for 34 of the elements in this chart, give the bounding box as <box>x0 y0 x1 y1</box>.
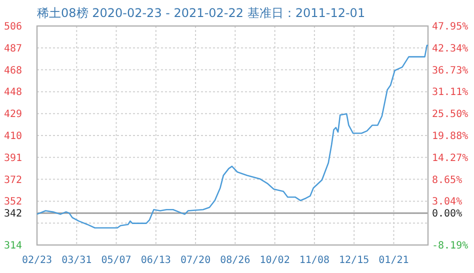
x-tick-label: 07/20 <box>180 255 211 266</box>
y-tick-label: 352 <box>4 196 22 208</box>
y-tick-label: 372 <box>4 174 22 186</box>
y2-tick-label: 14.27% <box>432 152 468 164</box>
x-tick-label: 10/02 <box>260 255 290 266</box>
y-tick-label: 342 <box>4 208 22 220</box>
x-tick-label: 11/08 <box>299 255 330 266</box>
x-tick-label: 02/23 <box>22 255 52 266</box>
y2-tick-label: 31.11% <box>432 87 468 98</box>
y2-tick-label: 42.34% <box>432 43 468 54</box>
y2-tick-label: 0.00% <box>432 208 462 220</box>
x-tick-label: 01/21 <box>378 255 409 266</box>
y-tick-label: 448 <box>4 87 22 98</box>
y-tick-label: 429 <box>4 109 22 120</box>
line-series <box>36 44 429 229</box>
x-tick-label: 05/07 <box>101 255 132 266</box>
x-tick-label: 03/31 <box>62 255 92 266</box>
y-tick-label: 391 <box>4 152 22 164</box>
chart-title: 稀土08榜 2020-02-23 - 2021-02-22 基准日：2011-12-01 <box>37 6 366 20</box>
y-tick-label: 506 <box>4 22 22 32</box>
y-tick-label: 487 <box>4 43 22 54</box>
x-tick-label: 12/15 <box>339 255 370 266</box>
x-tick-label: 06/13 <box>140 255 171 266</box>
y2-tick-label: 25.50% <box>432 109 468 120</box>
y-tick-label: 468 <box>4 65 22 76</box>
x-tick-label: 08/26 <box>220 255 250 266</box>
y2-tick-label: 3.04% <box>432 196 462 208</box>
y-tick-label: 314 <box>4 240 22 252</box>
y2-tick-label: 19.88% <box>432 131 468 142</box>
y2-tick-label: 47.95% <box>432 22 468 32</box>
y2-tick-label: 8.65% <box>432 174 462 186</box>
y2-tick-label: -8.19% <box>432 240 468 252</box>
y-tick-label: 410 <box>4 131 22 142</box>
y2-tick-label: 36.73% <box>432 65 468 76</box>
